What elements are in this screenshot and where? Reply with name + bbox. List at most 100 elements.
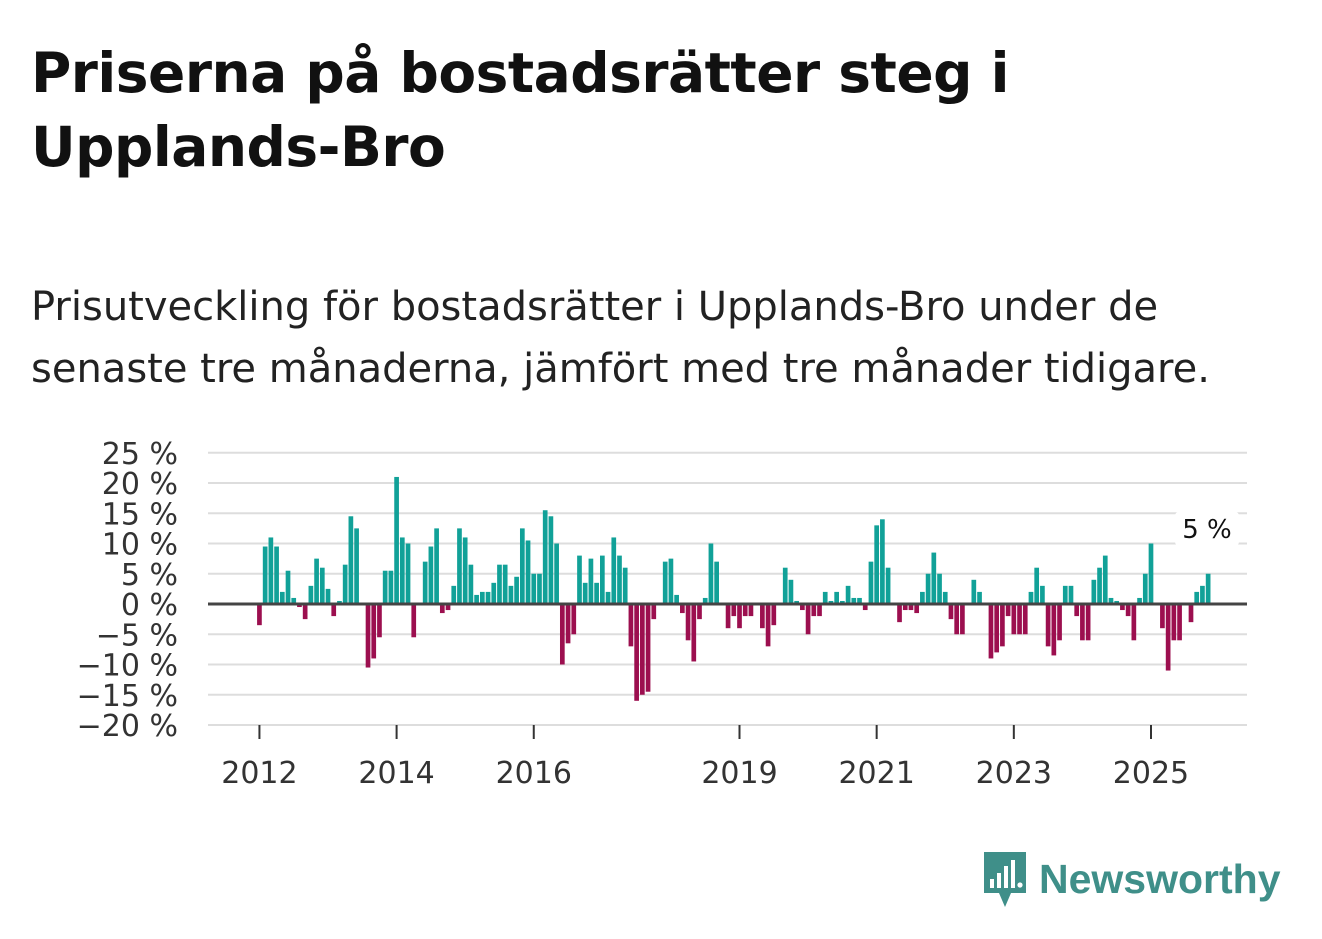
bar xyxy=(314,558,319,605)
bar xyxy=(1171,604,1177,641)
bar xyxy=(268,537,274,604)
y-tick-label: 10 % xyxy=(102,528,178,563)
bar xyxy=(605,591,611,604)
bar xyxy=(479,591,485,604)
bar xyxy=(559,604,565,665)
bar xyxy=(382,570,388,604)
bar xyxy=(1062,585,1068,604)
bar xyxy=(925,573,931,604)
bar xyxy=(702,597,708,604)
bar xyxy=(680,604,685,614)
bar xyxy=(1200,585,1205,604)
price-change-chart: 25 %20 %15 %10 %5 %0 %−5 %−10 %−15 %−20 … xyxy=(77,437,1247,791)
bar xyxy=(491,582,497,604)
bar xyxy=(388,570,394,604)
bar xyxy=(279,591,285,604)
x-tick-label: 2021 xyxy=(838,756,914,791)
bar xyxy=(1000,604,1005,647)
bar xyxy=(811,604,817,617)
bar xyxy=(1131,604,1137,641)
bar xyxy=(1114,600,1120,604)
bar xyxy=(297,604,302,608)
gridlines xyxy=(208,451,1247,726)
last-value-label: 5 % xyxy=(1182,515,1232,545)
bar xyxy=(588,558,594,605)
bar xyxy=(1085,604,1091,641)
bar xyxy=(845,585,851,604)
bar xyxy=(451,585,457,604)
bar xyxy=(862,604,868,611)
bars xyxy=(257,476,1211,701)
bar xyxy=(519,528,525,605)
bar xyxy=(542,510,548,604)
bar xyxy=(828,600,834,604)
bar xyxy=(731,604,737,617)
bar xyxy=(371,604,377,659)
bar xyxy=(594,582,599,604)
bar xyxy=(611,537,617,604)
bar xyxy=(971,579,977,604)
bar xyxy=(571,604,577,635)
bar xyxy=(1051,604,1057,656)
y-tick-label: 5 % xyxy=(121,558,178,593)
bar xyxy=(1068,585,1074,604)
bar xyxy=(685,604,691,641)
bar xyxy=(365,604,371,668)
bar xyxy=(771,604,777,626)
bar xyxy=(748,604,754,617)
bar xyxy=(1022,604,1028,635)
bar xyxy=(857,597,862,604)
bar xyxy=(582,582,588,604)
bar xyxy=(548,516,554,604)
bar xyxy=(834,591,839,604)
newsworthy-logo-icon xyxy=(984,852,1026,907)
bar xyxy=(742,604,748,617)
bar xyxy=(497,564,502,604)
y-tick-label: 25 % xyxy=(102,437,178,472)
y-tick-label: 15 % xyxy=(102,497,178,532)
bar xyxy=(714,561,719,604)
bar xyxy=(897,604,902,623)
bar xyxy=(1120,604,1125,611)
bar xyxy=(920,591,925,604)
bar xyxy=(331,604,337,617)
bar xyxy=(937,573,942,604)
bar xyxy=(565,604,571,644)
bar xyxy=(468,564,474,604)
brand-name: Newsworthy xyxy=(1039,855,1281,902)
bar xyxy=(1057,604,1062,641)
bar xyxy=(988,604,994,659)
bar xyxy=(1108,597,1114,604)
bar xyxy=(531,573,537,604)
bar xyxy=(725,604,731,629)
x-tick-label: 2014 xyxy=(358,756,434,791)
bar xyxy=(1011,604,1017,635)
bar xyxy=(291,597,297,604)
bar xyxy=(439,604,445,614)
bar xyxy=(651,604,657,620)
newsworthy-logo: Newsworthy xyxy=(981,849,1281,909)
bar xyxy=(462,537,468,604)
bar xyxy=(308,585,314,604)
bar xyxy=(1091,579,1097,604)
bar xyxy=(474,594,479,604)
bar xyxy=(337,600,342,604)
bar xyxy=(422,561,428,604)
chart-subtitle: Prisutveckling för bostadsrätter i Uppla… xyxy=(31,284,1210,392)
bar xyxy=(457,528,462,605)
bar xyxy=(737,604,742,629)
bar xyxy=(805,604,811,635)
y-tick-label: −5 % xyxy=(96,618,178,653)
bar xyxy=(645,604,651,692)
bar xyxy=(577,555,582,604)
bar xyxy=(525,540,531,604)
bar xyxy=(399,537,405,604)
bar xyxy=(994,604,1000,653)
x-axis-ticks: 2012 2014 2016 2019 2021 2023 2025 xyxy=(221,725,1189,791)
bar xyxy=(948,604,954,620)
x-tick-label: 2016 xyxy=(496,756,572,791)
x-tick-label: 2025 xyxy=(1113,756,1189,791)
bar xyxy=(600,555,605,604)
y-tick-label: 20 % xyxy=(102,467,178,502)
bar xyxy=(411,604,417,638)
